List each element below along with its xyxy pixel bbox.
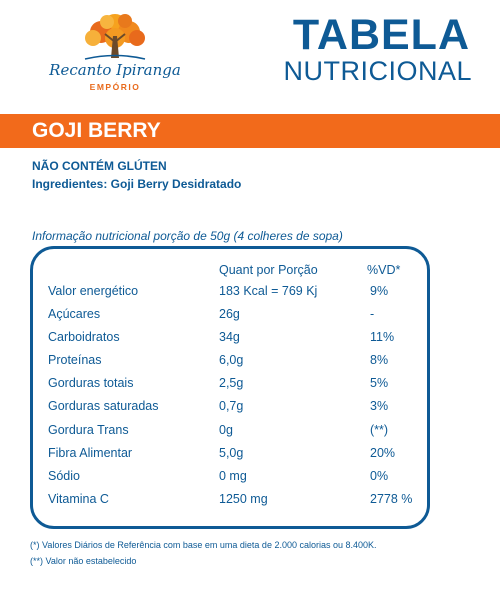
ingredients: Ingredientes: Goji Berry Desidratado	[32, 177, 242, 191]
product-name: GOJI BERRY	[32, 119, 161, 142]
nutrient-name: Gordura Trans	[48, 423, 129, 437]
table-row: Vitamina C 1250 mg 2778 %	[0, 492, 500, 512]
nutrient-qty: 6,0g	[219, 353, 244, 367]
nutrient-vd: 20%	[370, 446, 396, 460]
table-row: Gordura Trans 0g (**)	[0, 423, 500, 443]
nutrition-table-frame	[30, 246, 430, 529]
nutrient-vd: (**)	[370, 423, 389, 437]
brand-subtitle: EMPÓRIO	[89, 82, 141, 92]
tree-icon	[84, 14, 146, 60]
table-row: Gorduras saturadas 0,7g 3%	[0, 399, 500, 419]
header-vd: %VD*	[367, 263, 401, 277]
nutrient-qty: 0,7g	[219, 399, 244, 413]
nutrient-vd: 2778 %	[370, 492, 413, 506]
product-band: GOJI BERRY	[0, 114, 500, 148]
header-quantity: Quant por Porção	[219, 263, 318, 277]
title-main: TABELA	[292, 11, 470, 59]
nutrient-vd: 11%	[370, 330, 395, 344]
table-row: Proteínas 6,0g 8%	[0, 353, 500, 373]
nutrient-qty: 34g	[219, 330, 240, 344]
nutrient-name: Carboidratos	[48, 330, 120, 344]
nutrient-vd: 3%	[370, 399, 389, 413]
brand-logo: Recanto Ipiranga EMPÓRIO	[40, 12, 190, 102]
nutrient-vd: 9%	[370, 284, 389, 298]
nutrient-name: Gorduras totais	[48, 376, 134, 390]
table-row: Sódio 0 mg 0%	[0, 469, 500, 489]
nutrient-name: Açúcares	[48, 307, 101, 321]
nutrient-name: Sódio	[48, 469, 80, 483]
nutrient-vd: -	[370, 307, 375, 321]
table-row: Açúcares 26g -	[0, 307, 500, 327]
nutrient-name: Proteínas	[48, 353, 102, 367]
nutrient-qty: 1250 mg	[219, 492, 268, 506]
table-row: Fibra Alimentar 5,0g 20%	[0, 446, 500, 466]
nutrient-qty: 0 mg	[219, 469, 247, 483]
nutrient-vd: 0%	[370, 469, 389, 483]
nutrient-name: Valor energético	[48, 284, 139, 298]
footnote-not-established: (**) Valor não estabelecido	[30, 556, 137, 566]
nutrient-name: Vitamina C	[48, 492, 109, 506]
nutrient-qty: 183 Kcal = 769 Kj	[219, 284, 318, 298]
table-row: Gorduras totais 2,5g 5%	[0, 376, 500, 396]
nutrient-vd: 5%	[370, 376, 389, 390]
nutrient-name: Gorduras saturadas	[48, 399, 159, 413]
table-row: Carboidratos 34g 11%	[0, 330, 500, 350]
nutrient-qty: 0g	[219, 423, 233, 437]
nutrient-vd: 8%	[370, 353, 389, 367]
footnote-vd: (*) Valores Diários de Referência com ba…	[30, 540, 377, 550]
portion-info: Informação nutricional porção de 50g (4 …	[32, 229, 343, 243]
nutrient-qty: 5,0g	[219, 446, 244, 460]
gluten-note: NÃO CONTÉM GLÚTEN	[32, 159, 167, 173]
title-sub: NUTRICIONAL	[283, 56, 472, 86]
brand-name: Recanto Ipiranga	[49, 61, 181, 79]
nutrient-name: Fibra Alimentar	[48, 446, 133, 460]
nutrient-qty: 26g	[219, 307, 240, 321]
table-row: Valor energético 183 Kcal = 769 Kj 9%	[0, 284, 500, 304]
nutrient-qty: 2,5g	[219, 376, 244, 390]
